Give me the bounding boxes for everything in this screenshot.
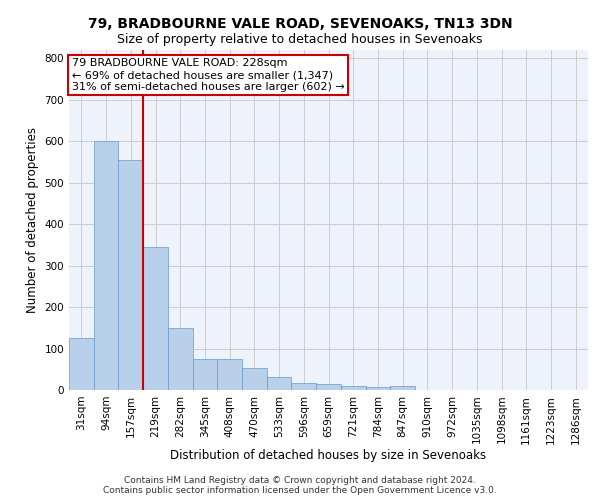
Text: Contains HM Land Registry data © Crown copyright and database right 2024.
Contai: Contains HM Land Registry data © Crown c… bbox=[103, 476, 497, 495]
Bar bbox=[217, 359, 242, 390]
Bar bbox=[267, 376, 292, 390]
Bar bbox=[316, 384, 341, 390]
Text: Size of property relative to detached houses in Sevenoaks: Size of property relative to detached ho… bbox=[117, 32, 483, 46]
Bar bbox=[168, 328, 193, 390]
Y-axis label: Number of detached properties: Number of detached properties bbox=[26, 127, 39, 313]
Bar bbox=[341, 386, 365, 390]
Bar bbox=[143, 247, 168, 390]
Bar bbox=[390, 386, 415, 390]
X-axis label: Distribution of detached houses by size in Sevenoaks: Distribution of detached houses by size … bbox=[170, 449, 487, 462]
Bar bbox=[118, 160, 143, 390]
Text: 79 BRADBOURNE VALE ROAD: 228sqm
← 69% of detached houses are smaller (1,347)
31%: 79 BRADBOURNE VALE ROAD: 228sqm ← 69% of… bbox=[71, 58, 344, 92]
Bar bbox=[365, 387, 390, 390]
Text: 79, BRADBOURNE VALE ROAD, SEVENOAKS, TN13 3DN: 79, BRADBOURNE VALE ROAD, SEVENOAKS, TN1… bbox=[88, 18, 512, 32]
Bar bbox=[69, 338, 94, 390]
Bar bbox=[94, 141, 118, 390]
Bar bbox=[292, 382, 316, 390]
Bar bbox=[242, 368, 267, 390]
Bar bbox=[193, 359, 217, 390]
